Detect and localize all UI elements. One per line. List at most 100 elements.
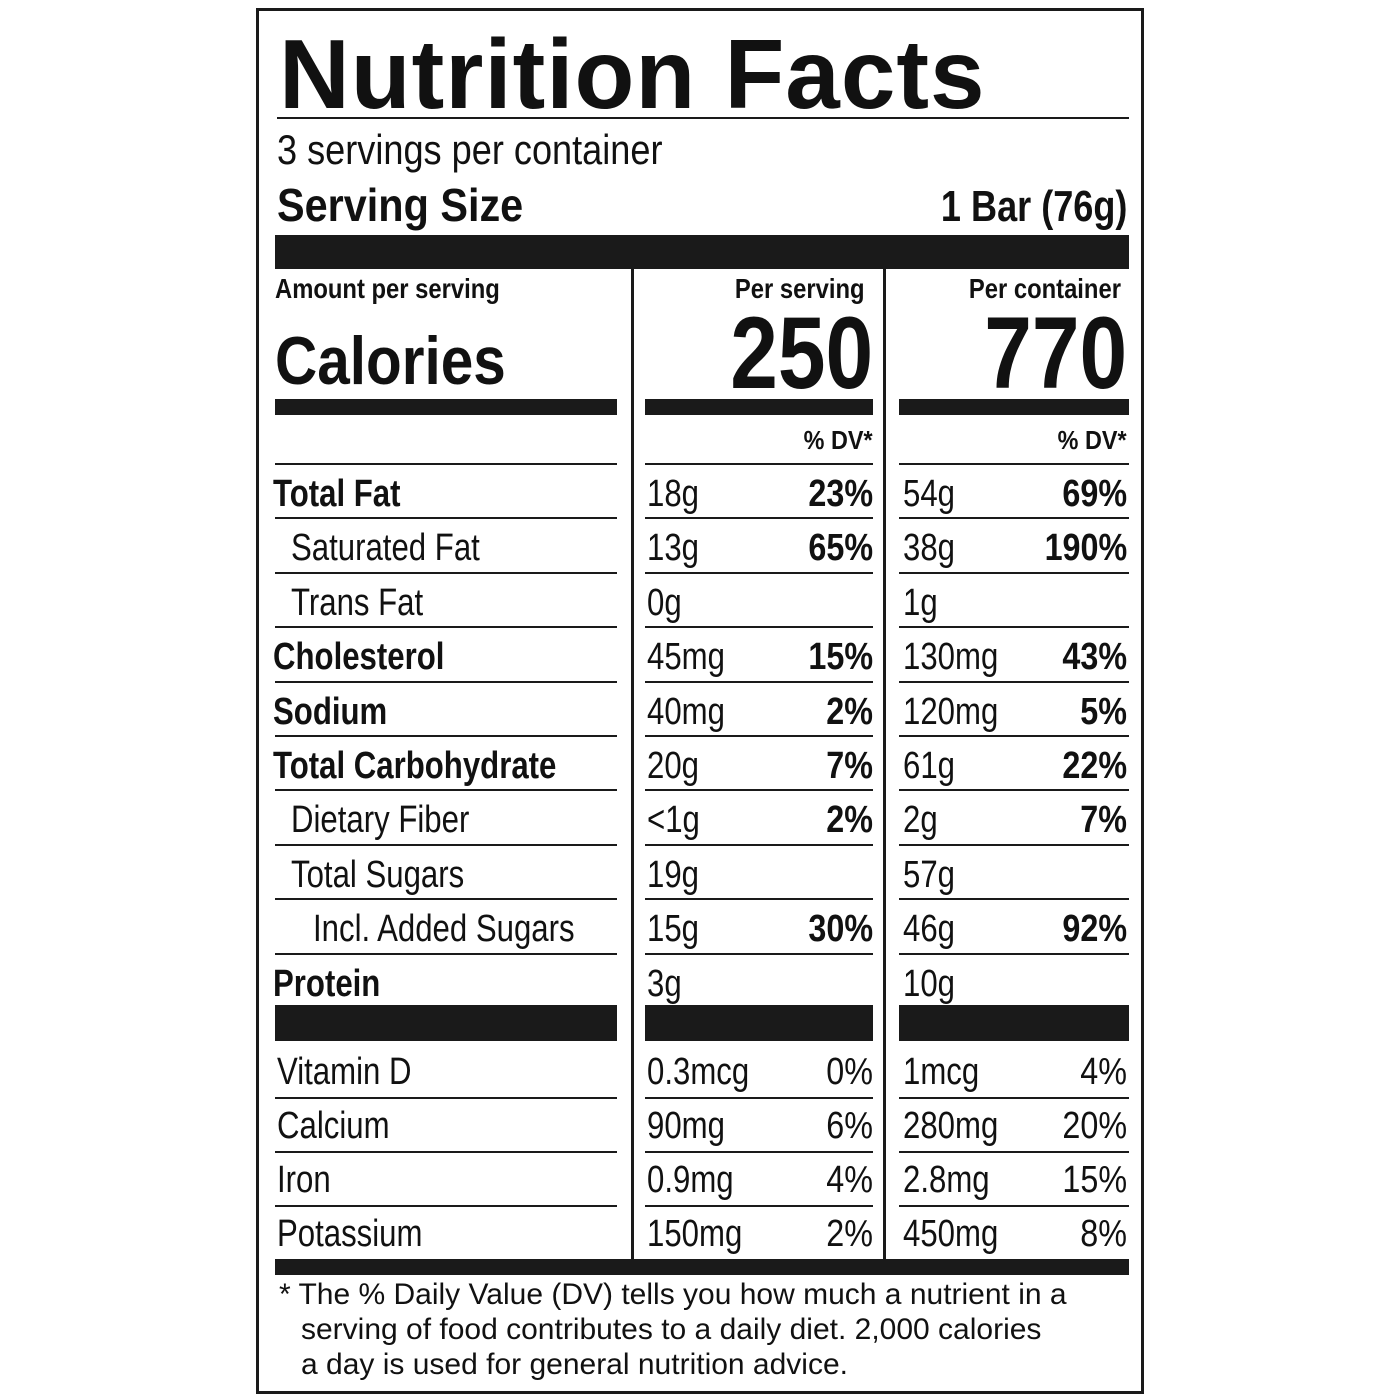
container-amount: 61g [903,745,955,787]
thick-bar-vitamins-name [275,1005,617,1041]
serving-amount: 13g [647,527,699,569]
calories-bar-name [275,399,617,415]
serving-dv: 2% [826,1213,873,1255]
container-dv: 190% [1044,527,1127,569]
amount-per-serving: Amount per serving [275,273,500,304]
container-amount: 46g [903,908,955,950]
row-divider [275,789,617,791]
row-divider [645,626,873,628]
row-divider [645,953,873,955]
container-amount: 54g [903,473,955,515]
serving-dv: 0% [826,1051,873,1093]
nutrient-row-calcium: Calcium 90mg 6% 280mg 20% [259,1097,1141,1151]
serving-dv: 15% [808,636,873,678]
container-amount: 57g [903,854,955,896]
container-amount: 2g [903,799,938,841]
nutrient-name: Dietary Fiber [291,799,470,841]
serving-dv: 7% [826,745,873,787]
nutrient-name: Total Fat [273,473,401,515]
row-divider [275,1151,617,1153]
serving-amount: 150mg [647,1213,743,1255]
nutrient-row-total-carbohydrate: Total Carbohydrate 20g 7% 61g 22% [259,737,1141,791]
container-dv: 5% [1080,691,1127,733]
row-divider [645,789,873,791]
row-divider [645,572,873,574]
label-title: Nutrition Facts [279,19,986,129]
container-amount: 120mg [903,691,999,733]
row-divider [899,517,1129,519]
nutrient-row-iron: Iron 0.9mg 4% 2.8mg 15% [259,1151,1141,1205]
servings-per-container: 3 servings per container [277,126,663,173]
row-divider [275,898,617,900]
container-dv: 8% [1080,1213,1127,1255]
title-divider [277,117,1129,119]
footnote: * The % Daily Value (DV) tells you how m… [279,1277,1129,1382]
nutrient-name: Potassium [277,1213,423,1255]
column-divider-container [883,269,886,1259]
nutrient-row-sodium: Sodium 40mg 2% 120mg 5% [259,683,1141,737]
serving-amount: 0g [647,582,682,624]
nutrient-row-protein: Protein 3g 10g [259,955,1141,1009]
container-dv: 22% [1062,745,1127,787]
row-divider [899,1097,1129,1099]
nutrient-name: Sodium [273,691,388,733]
serving-amount: 40mg [647,691,725,733]
serving-amount: 20g [647,745,699,787]
dv-header-container: % DV* [1058,425,1127,455]
nutrient-name: Cholesterol [273,636,445,678]
row-divider [899,844,1129,846]
row-divider [275,463,617,465]
nutrient-row-saturated-fat: Saturated Fat 13g 65% 38g 190% [259,519,1141,573]
container-amount: 10g [903,963,955,1005]
container-amount: 2.8mg [903,1159,990,1201]
nutrient-name: Vitamin D [277,1051,412,1093]
row-divider [645,735,873,737]
row-divider [899,898,1129,900]
nutrient-row-dietary-fiber: Dietary Fiber <1g 2% 2g 7% [259,791,1141,845]
serving-amount: 0.9mg [647,1159,734,1201]
row-divider [275,681,617,683]
calories-bar-serving [645,399,873,415]
serving-amount: 18g [647,473,699,515]
serving-dv: 2% [826,799,873,841]
calories-label: Calories [275,323,506,399]
container-dv: 7% [1080,799,1127,841]
row-divider [645,1205,873,1207]
calories-bar-container [899,399,1129,415]
row-divider [899,953,1129,955]
serving-dv: 65% [808,527,873,569]
row-divider [645,1151,873,1153]
serving-amount: 15g [647,908,699,950]
row-divider [275,735,617,737]
row-divider [899,681,1129,683]
row-divider [899,626,1129,628]
row-divider [645,517,873,519]
nutrient-row-incl-added-sugars: Incl. Added Sugars 15g 30% 46g 92% [259,900,1141,954]
nutrient-name: Protein [273,963,381,1005]
per-container-header: Per container [968,273,1121,304]
container-amount: 450mg [903,1213,999,1255]
thick-bar-top [275,235,1129,269]
serving-size-value: 1 Bar (76g) [940,182,1127,231]
container-amount: 130mg [903,636,999,678]
row-divider [645,463,873,465]
serving-amount: 0.3mcg [647,1051,750,1093]
container-dv: 92% [1062,908,1127,950]
serving-dv: 30% [808,908,873,950]
row-divider [645,681,873,683]
row-divider [275,572,617,574]
nutrient-name: Trans Fat [291,582,424,624]
column-divider-serving [631,269,634,1259]
row-divider [275,1097,617,1099]
row-divider [899,735,1129,737]
row-divider [275,517,617,519]
container-dv: 15% [1062,1159,1127,1201]
nutrient-row-total-sugars: Total Sugars 19g 57g [259,846,1141,900]
serving-size-label: Serving Size [277,179,524,231]
row-divider [275,844,617,846]
per-serving-header: Per serving [735,273,865,304]
nutrient-name: Total Carbohydrate [273,745,557,787]
footnote-line: serving of food contributes to a daily d… [301,1313,1042,1346]
row-divider [645,1097,873,1099]
row-divider [899,789,1129,791]
